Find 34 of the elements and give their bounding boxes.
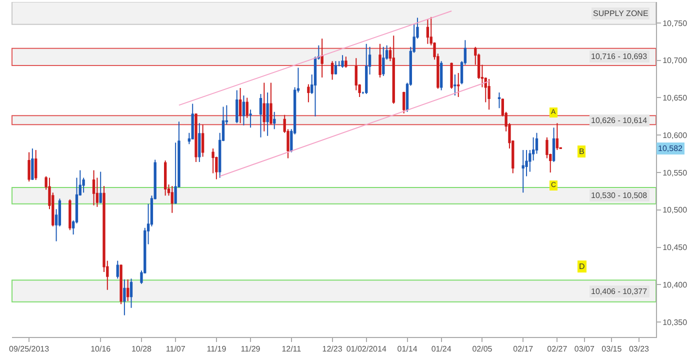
- y-tick-label: 10,750: [662, 18, 688, 28]
- x-tick-label: 02/17: [513, 344, 534, 354]
- x-tick-label: 01/02/2014: [346, 344, 387, 354]
- x-tick-label: 12/23: [322, 344, 343, 354]
- text: 10,582: [658, 144, 684, 153]
- band-label: SUPPLY ZONE: [593, 9, 648, 18]
- x-tick-label: 11/07: [166, 344, 186, 354]
- band-label: 10,406 - 10,377: [591, 287, 648, 296]
- x-tick-label: 03/23: [628, 344, 650, 354]
- x-tick-label: 02/05: [472, 344, 493, 354]
- band-label: 10,530 - 10,508: [591, 191, 648, 200]
- x-tick-label: 12/11: [282, 344, 302, 354]
- x-tick-label: 01/24: [431, 344, 452, 354]
- y-tick-label: 10,700: [662, 56, 688, 66]
- y-tick-label: 10,550: [662, 168, 688, 178]
- y-tick-label: 10,600: [662, 130, 688, 140]
- y-tick-label: 10,350: [662, 318, 688, 327]
- x-tick-label: 03/07: [574, 344, 595, 354]
- annotation: B: [579, 147, 584, 156]
- x-tick-label: 11/19: [206, 344, 227, 354]
- y-tick-label: 10,650: [662, 94, 688, 103]
- y-tick-label: 10,400: [662, 280, 688, 290]
- band-label: 10,716 - 10,693: [591, 52, 648, 61]
- x-tick-label: 03/15: [602, 344, 622, 354]
- y-tick-label: 10,450: [662, 243, 688, 252]
- y-tick-label: 10,500: [662, 206, 688, 215]
- x-tick-label: 01/14: [397, 344, 418, 354]
- x-tick-label: 10/28: [131, 344, 152, 354]
- x-tick-label: 11/29: [240, 344, 261, 354]
- annotation: D: [579, 262, 585, 271]
- x-tick-label: 09/25/2013: [9, 344, 50, 354]
- band-label: 10,626 - 10,614: [591, 116, 648, 125]
- x-tick-label: 10/16: [90, 344, 112, 354]
- x-tick-label: 02/27: [547, 344, 568, 354]
